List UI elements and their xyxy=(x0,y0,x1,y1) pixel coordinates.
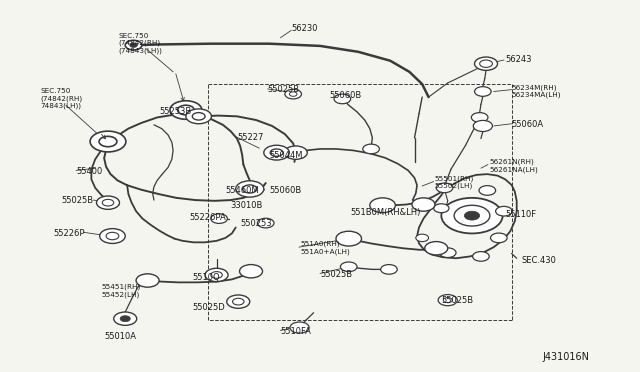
Circle shape xyxy=(334,94,351,104)
Circle shape xyxy=(425,241,448,255)
Circle shape xyxy=(170,101,202,119)
Text: 56234M(RH)
56234MA(LH): 56234M(RH) 56234MA(LH) xyxy=(511,84,561,99)
Text: SEC.750
(74842(RH)
(74843(LH)): SEC.750 (74842(RH) (74843(LH)) xyxy=(119,33,163,54)
Circle shape xyxy=(106,232,119,240)
Circle shape xyxy=(177,105,194,115)
Circle shape xyxy=(490,233,507,243)
Circle shape xyxy=(120,316,131,322)
Circle shape xyxy=(192,113,205,120)
Circle shape xyxy=(472,251,489,261)
Circle shape xyxy=(471,113,488,122)
Circle shape xyxy=(412,198,435,211)
Circle shape xyxy=(442,198,502,234)
Circle shape xyxy=(290,322,309,333)
Text: 5510FA: 5510FA xyxy=(280,327,311,336)
Circle shape xyxy=(454,205,490,226)
Circle shape xyxy=(125,40,142,50)
Circle shape xyxy=(479,186,495,195)
Circle shape xyxy=(336,231,362,246)
Text: 55060B: 55060B xyxy=(330,91,362,100)
Circle shape xyxy=(285,89,301,99)
Circle shape xyxy=(239,264,262,278)
Text: SEC.430: SEC.430 xyxy=(521,256,556,265)
Circle shape xyxy=(227,295,250,308)
Circle shape xyxy=(438,295,458,306)
Text: J431016N: J431016N xyxy=(542,352,589,362)
Circle shape xyxy=(436,183,453,193)
Circle shape xyxy=(97,196,120,209)
Circle shape xyxy=(257,218,274,228)
Text: 55025D: 55025D xyxy=(192,303,225,312)
Text: 56261N(RH)
56261NA(LH): 56261N(RH) 56261NA(LH) xyxy=(489,158,538,173)
Circle shape xyxy=(90,131,126,152)
Circle shape xyxy=(232,298,244,305)
Circle shape xyxy=(236,181,264,197)
Text: 55025B: 55025B xyxy=(442,296,474,305)
Circle shape xyxy=(474,87,491,96)
Text: 55451(RH)
55452(LH): 55451(RH) 55452(LH) xyxy=(102,283,141,298)
Circle shape xyxy=(440,248,456,257)
Text: 55025B: 55025B xyxy=(320,270,352,279)
Circle shape xyxy=(434,204,449,213)
Circle shape xyxy=(465,211,479,220)
Text: 55226P: 55226P xyxy=(54,228,85,238)
Circle shape xyxy=(473,121,492,132)
Text: 55400: 55400 xyxy=(76,167,102,176)
Circle shape xyxy=(102,199,114,206)
Text: 55025B: 55025B xyxy=(61,196,93,205)
Circle shape xyxy=(479,60,492,67)
Text: 55025B: 55025B xyxy=(268,85,300,94)
Circle shape xyxy=(289,92,297,96)
Text: 56230: 56230 xyxy=(291,24,318,33)
Circle shape xyxy=(136,274,159,287)
Circle shape xyxy=(270,149,283,156)
Circle shape xyxy=(205,268,228,282)
Text: 5510Q: 5510Q xyxy=(192,273,220,282)
Text: 55060B: 55060B xyxy=(269,186,301,195)
Circle shape xyxy=(114,312,137,326)
Circle shape xyxy=(130,43,138,47)
Circle shape xyxy=(211,272,222,278)
Circle shape xyxy=(100,229,125,243)
Text: 550253: 550253 xyxy=(240,219,272,228)
Circle shape xyxy=(363,144,380,154)
Text: 55060A: 55060A xyxy=(511,121,544,129)
Text: 56243: 56243 xyxy=(505,55,532,64)
Circle shape xyxy=(381,264,397,274)
Text: SEC.750
(74842(RH)
74843(LH)): SEC.750 (74842(RH) 74843(LH)) xyxy=(40,89,83,109)
Text: 55460M: 55460M xyxy=(225,186,259,195)
Circle shape xyxy=(495,206,512,216)
Circle shape xyxy=(444,298,452,303)
Circle shape xyxy=(340,262,357,272)
Text: 551A0(RH)
551A0+A(LH): 551A0(RH) 551A0+A(LH) xyxy=(301,241,351,255)
Text: 551B0M(RH&LH): 551B0M(RH&LH) xyxy=(351,208,421,217)
Text: 55227: 55227 xyxy=(237,133,263,142)
Circle shape xyxy=(264,145,289,160)
Circle shape xyxy=(284,146,307,159)
Text: 55226PA: 55226PA xyxy=(189,213,226,222)
Text: 55044M: 55044M xyxy=(269,151,303,160)
Text: 55501(RH)
55502(LH): 55501(RH) 55502(LH) xyxy=(435,175,474,189)
Text: 55010A: 55010A xyxy=(105,331,137,341)
Text: 55110F: 55110F xyxy=(505,210,536,219)
Text: 33010B: 33010B xyxy=(230,201,263,210)
Circle shape xyxy=(370,198,396,213)
Circle shape xyxy=(211,214,227,224)
Circle shape xyxy=(243,185,257,193)
Circle shape xyxy=(416,234,429,241)
Circle shape xyxy=(474,57,497,70)
Circle shape xyxy=(99,137,117,147)
Text: 55253B: 55253B xyxy=(159,108,191,116)
Circle shape xyxy=(186,109,211,124)
